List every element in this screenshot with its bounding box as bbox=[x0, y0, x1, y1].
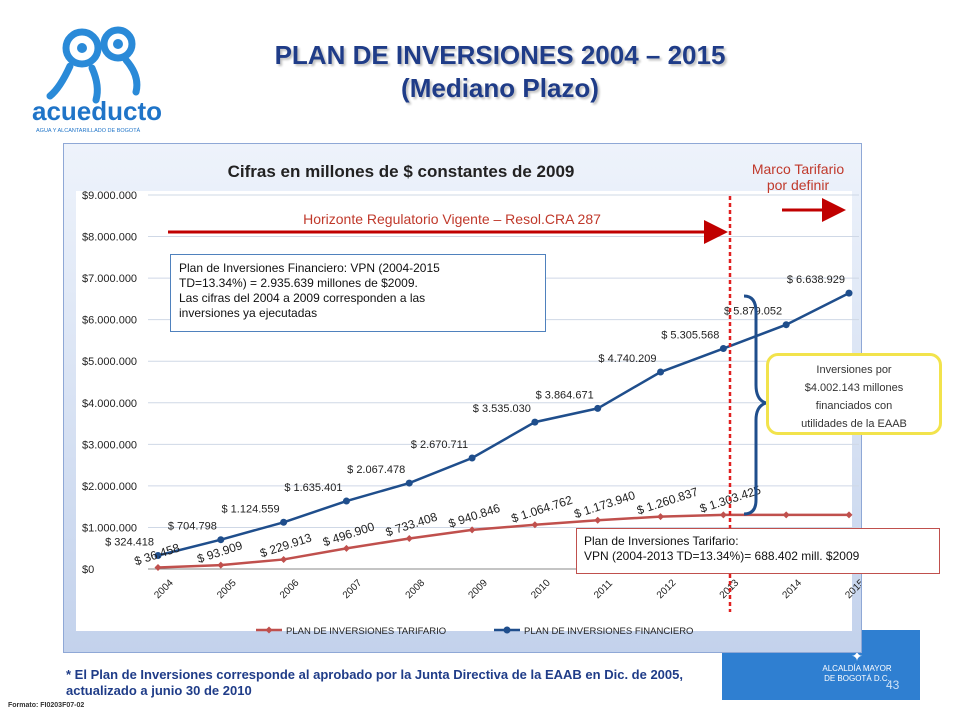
page-number: 43 bbox=[886, 678, 900, 692]
legend-label: PLAN DE INVERSIONES TARIFARIO bbox=[286, 626, 446, 637]
data-point bbox=[594, 404, 602, 412]
data-point bbox=[154, 552, 162, 560]
bogota-logo: ✦ ALCALDÍA MAYOR DE BOGOTÁ D.C. bbox=[822, 648, 892, 688]
data-label: $ 3.864.671 bbox=[536, 389, 594, 401]
data-label: $ 3.535.030 bbox=[473, 403, 531, 415]
acueducto-logo: acueducto AGUA Y ALCANTARILLADO DE BOGOT… bbox=[30, 18, 170, 138]
logo-subtext: AGUA Y ALCANTARILLADO DE BOGOTÁ bbox=[36, 127, 141, 134]
marco-label-line1: Marco Tarifario bbox=[752, 161, 845, 177]
inversiones-callout: Inversiones por $4.002.143 millones fina… bbox=[766, 353, 942, 435]
data-label: $ 2.670.711 bbox=[411, 439, 468, 451]
callout-line: financiados con bbox=[815, 400, 893, 412]
y-tick-label: $0 bbox=[82, 564, 94, 576]
data-point bbox=[342, 544, 350, 552]
data-label: $ 1.635.401 bbox=[284, 482, 342, 494]
data-point bbox=[468, 454, 476, 462]
footnote-line: * El Plan de Inversiones corresponde al … bbox=[66, 667, 683, 682]
horizonte-label: Horizonte Regulatorio Vigente – Resol.CR… bbox=[303, 211, 601, 227]
tarifario-note-line: VPN (2004-2013 TD=13.34%)= 688.402 mill.… bbox=[584, 549, 860, 563]
data-point bbox=[280, 555, 288, 563]
financiero-note: Plan de Inversiones Financiero: VPN (200… bbox=[170, 254, 546, 332]
callout-line: utilidades de la EAAB bbox=[801, 418, 907, 430]
y-tick-label: $5.000.000 bbox=[82, 356, 137, 368]
data-point bbox=[845, 511, 853, 519]
data-point bbox=[217, 536, 225, 544]
financiero-note-line: inversiones ya ejecutadas bbox=[179, 306, 318, 320]
corner-logo-text: ALCALDÍA MAYOR DE BOGOTÁ D.C. bbox=[822, 664, 892, 683]
data-point bbox=[657, 368, 665, 376]
financiero-note-line: TD=13.34%) = 2.935.639 millones de $2009… bbox=[179, 276, 418, 290]
y-tick-label: $3.000.000 bbox=[82, 439, 137, 451]
data-point bbox=[154, 563, 162, 571]
legend-label: PLAN DE INVERSIONES FINANCIERO bbox=[524, 626, 693, 637]
legend-marker bbox=[265, 626, 273, 634]
investment-brace bbox=[743, 294, 772, 516]
data-point bbox=[719, 511, 727, 519]
y-tick-label: $6.000.000 bbox=[82, 315, 137, 327]
form-code: Formato: FI0203F07-02 bbox=[8, 702, 85, 709]
tarifario-note: Plan de Inversiones Tarifario: VPN (2004… bbox=[576, 528, 940, 574]
data-point bbox=[217, 561, 225, 569]
y-tick-label: $4.000.000 bbox=[82, 398, 137, 410]
page-title: PLAN DE INVERSIONES 2004 – 2015 bbox=[274, 40, 726, 70]
financiero-note-line: Las cifras del 2004 a 2009 corresponden … bbox=[179, 291, 426, 305]
data-label: $ 5.879.052 bbox=[724, 306, 782, 318]
data-label: $ 704.798 bbox=[168, 521, 217, 533]
bogota-seal-icon: ✦ bbox=[851, 648, 863, 664]
y-tick-label: $9.000.000 bbox=[82, 190, 137, 202]
data-label: $ 5.305.568 bbox=[661, 330, 719, 342]
series-line bbox=[157, 513, 849, 569]
data-label: $ 6.638.929 bbox=[787, 274, 845, 286]
data-point bbox=[782, 321, 790, 329]
y-tick-label: $7.000.000 bbox=[82, 273, 137, 285]
data-point bbox=[845, 289, 853, 297]
data-label: $ 324.418 bbox=[105, 537, 154, 549]
data-label: $ 4.740.209 bbox=[598, 353, 656, 365]
chart-title: Cifras en millones de $ constantes de 20… bbox=[228, 162, 575, 181]
data-label: $ 1.124.559 bbox=[222, 503, 280, 515]
callout-line: $4.002.143 millones bbox=[804, 382, 904, 394]
tarifario-note-line: Plan de Inversiones Tarifario: bbox=[584, 534, 739, 548]
series-line bbox=[157, 291, 850, 557]
data-point bbox=[342, 497, 350, 505]
financiero-note-line: Plan de Inversiones Financiero: VPN (200… bbox=[179, 261, 440, 275]
data-point bbox=[405, 535, 413, 543]
data-point bbox=[280, 518, 288, 526]
marco-label-line2: por definir bbox=[767, 177, 830, 193]
y-tick-label: $2.000.000 bbox=[82, 481, 137, 493]
data-point bbox=[657, 513, 665, 521]
data-point bbox=[719, 345, 727, 353]
data-label: $ 2.067.478 bbox=[347, 464, 405, 476]
y-tick-label: $1.000.000 bbox=[82, 522, 137, 534]
frog-icon bbox=[46, 26, 141, 104]
data-point bbox=[531, 521, 539, 529]
data-point bbox=[405, 479, 413, 487]
data-point bbox=[594, 516, 602, 524]
legend-marker bbox=[503, 626, 511, 634]
data-point bbox=[468, 526, 476, 534]
data-point bbox=[782, 511, 790, 519]
logo-text: acueducto bbox=[32, 96, 162, 126]
footnote-line: actualizado a junio 30 de 2010 bbox=[66, 683, 252, 698]
y-tick-label: $8.000.000 bbox=[82, 232, 137, 244]
page-subtitle: (Mediano Plazo) bbox=[401, 73, 599, 103]
callout-line: Inversiones por bbox=[816, 364, 892, 376]
footnote: * El Plan de Inversiones corresponde al … bbox=[66, 667, 846, 699]
data-point bbox=[531, 418, 539, 426]
